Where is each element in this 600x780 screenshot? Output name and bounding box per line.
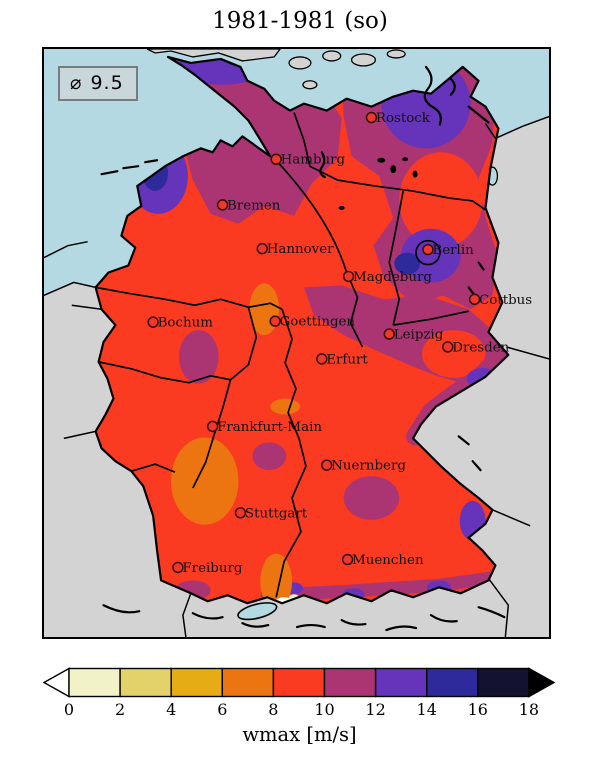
terrain-detail: [100, 65, 506, 632]
colorbar-tick: 16: [467, 700, 488, 719]
colorbar-under-arrow: [43, 667, 70, 698]
city-marker-nuernberg: Nuernberg: [321, 459, 406, 474]
colorbar-tick: 4: [166, 700, 177, 719]
city-marker-rostock: Rostock: [365, 111, 431, 126]
state-borders: [95, 112, 486, 598]
city-label: Rostock: [376, 111, 431, 126]
colorbar-segment: [221, 667, 275, 698]
city-marker-freiburg: Freiburg: [172, 561, 243, 576]
lake-constance: [237, 602, 278, 621]
mean-value-box: ⌀ 9.5: [58, 66, 138, 101]
city-dot: [321, 459, 333, 471]
city-dot: [341, 553, 354, 566]
colorbar-tick: 8: [268, 700, 279, 719]
city-dot: [342, 270, 355, 283]
colorbar-segment: [170, 667, 223, 698]
colorbar-tick: 6: [217, 700, 228, 719]
city-label: Frankfurt-Main: [217, 420, 322, 435]
city-dot: [468, 293, 481, 306]
colorbar-segment: [119, 667, 172, 698]
city-label: Leipzig: [394, 328, 444, 343]
colorbar-tick: 14: [416, 700, 437, 719]
denmark-land: [146, 49, 406, 90]
city-label: Berlin: [432, 243, 474, 258]
city-label: Cottbus: [479, 293, 532, 308]
city-dot: [269, 315, 281, 327]
city-marker-frankfurt-main: Frankfurt-Main: [206, 420, 322, 435]
city-dot: [234, 507, 247, 519]
city-label: Freiburg: [182, 561, 242, 576]
city-marker-bochum: Bochum: [147, 316, 214, 331]
city-label: Stuttgart: [245, 506, 308, 521]
colorbar-segment: [272, 667, 326, 698]
colorbar-tick: 0: [63, 700, 75, 719]
city-label: Goettingen: [280, 315, 356, 330]
city-dot: [206, 420, 219, 433]
colorbar-over-arrow: [528, 667, 556, 698]
city-dot: [147, 316, 159, 328]
colorbar-segment: [477, 667, 530, 698]
colorbar-tick: 18: [518, 700, 540, 719]
city-dot: [216, 199, 229, 211]
city-layer: Rostock Hamburg Bremen Hannover BerlinMagdeb…: [147, 111, 532, 576]
city-label: Dresden: [452, 340, 509, 355]
lakes: [338, 157, 418, 210]
colorbar-segment: [68, 667, 121, 698]
city-dot: [316, 353, 328, 365]
sea: [44, 49, 549, 296]
city-marker-cottbus: Cottbus: [468, 293, 532, 308]
colorbar-tick: 10: [314, 700, 335, 719]
city-marker-hamburg: Hamburg: [270, 153, 346, 168]
colorbar-tick: 2: [115, 700, 126, 719]
city-dot: [422, 243, 434, 256]
city-marker-leipzig: Leipzig: [383, 328, 444, 343]
colorbar-segment: [374, 667, 428, 698]
colorbar-segments: [68, 667, 530, 698]
city-marker-hannover: Hannover: [256, 242, 334, 257]
colorbar: [43, 667, 556, 698]
city-dot: [442, 341, 454, 353]
city-label: Bremen: [227, 198, 281, 213]
colorbar-segment: [323, 667, 377, 698]
city-dot: [383, 328, 396, 340]
colorbar-segment: [426, 667, 479, 698]
figure-title: 1981-1981 (so): [212, 8, 388, 34]
city-label: Magdeburg: [353, 270, 432, 285]
colorbar-tick: 12: [365, 700, 386, 719]
city-label: Erfurt: [326, 352, 368, 367]
germany-border: [94, 55, 510, 605]
city-marker-muenchen: Muenchen: [341, 553, 424, 568]
city-marker-berlin: Berlin: [422, 243, 474, 258]
city-label: Nuernberg: [331, 459, 406, 474]
city-marker-goettingen: Goettingen: [269, 315, 356, 330]
city-label: Hamburg: [281, 153, 346, 168]
city-marker-bremen: Bremen: [216, 198, 281, 213]
city-label: Hannover: [267, 242, 334, 257]
map-canvas: Rostock Hamburg Bremen Hannover BerlinMagdeb…: [44, 49, 549, 637]
city-dot: [365, 111, 378, 124]
germany-map: Rostock Hamburg Bremen Hannover Berlin Magdeb…: [42, 47, 551, 639]
city-dot: [270, 153, 282, 166]
city-marker-magdeburg: Magdeburg: [342, 270, 432, 285]
foreign-borders: [44, 115, 549, 637]
city-marker-erfurt: Erfurt: [316, 352, 368, 367]
city-label: Muenchen: [352, 553, 424, 568]
diameter-symbol: ⌀: [70, 72, 83, 94]
city-dot: [172, 561, 184, 574]
city-marker-dresden: Dresden: [442, 340, 510, 355]
city-marker-stuttgart: Stuttgart: [234, 506, 308, 521]
mean-value: 9.5: [90, 72, 124, 94]
city-label: Bochum: [158, 316, 214, 331]
city-dot: [256, 242, 269, 255]
colorbar-label: wmax [m/s]: [242, 723, 357, 746]
